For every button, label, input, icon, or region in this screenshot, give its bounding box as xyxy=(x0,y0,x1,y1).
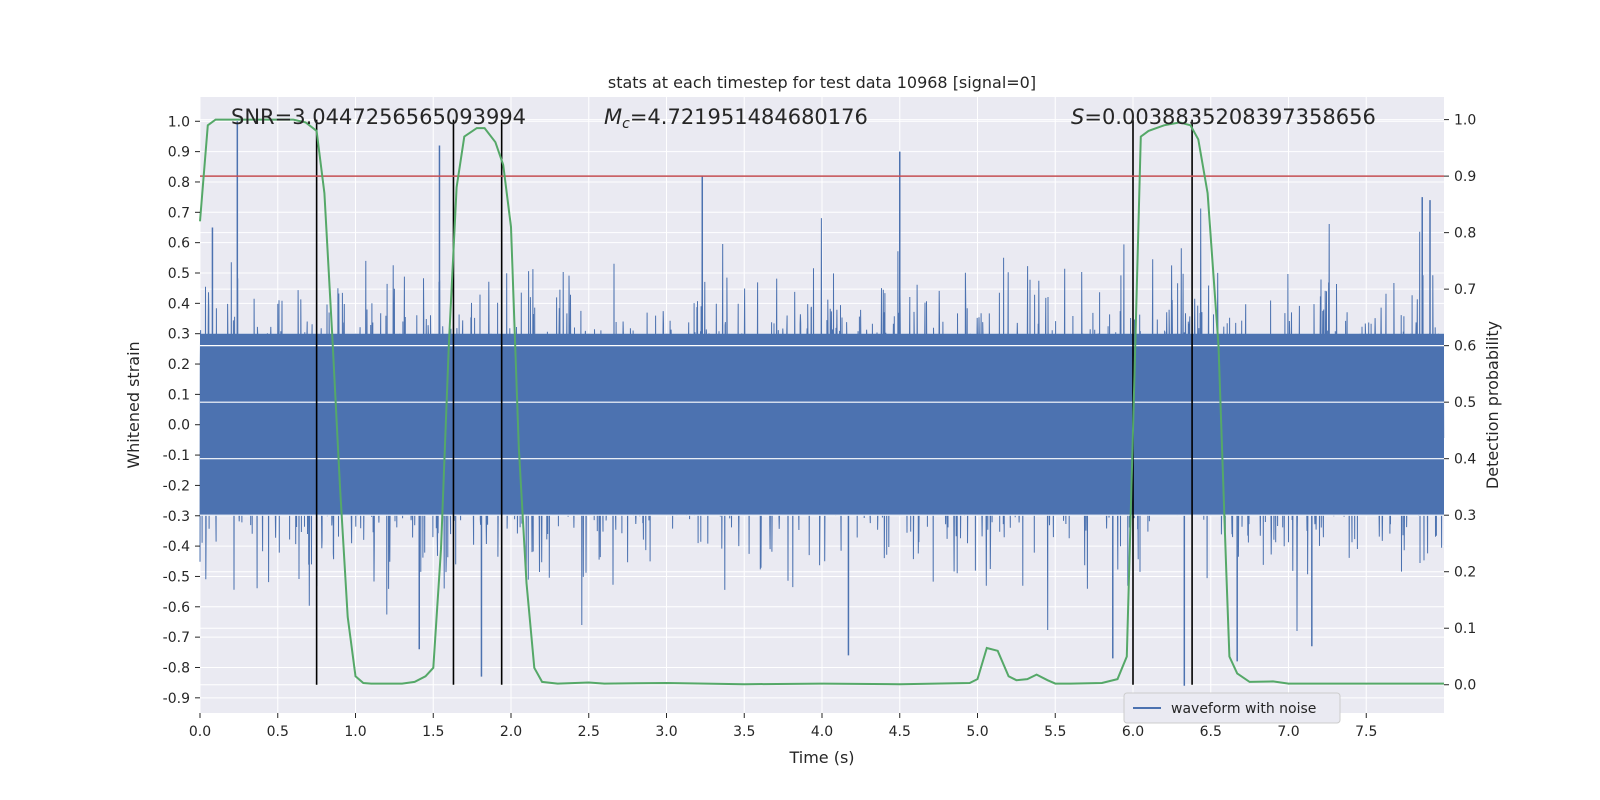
chirp-mass-symbol: M xyxy=(604,105,622,129)
x-tick-label-8: 4.0 xyxy=(811,724,833,740)
x-tick-label-10: 5.0 xyxy=(966,724,988,740)
y-right-tick-label-6: 0.4 xyxy=(1454,452,1476,468)
x-tick-label-14: 7.0 xyxy=(1277,724,1299,740)
chirp-mass-subscript: c xyxy=(622,116,630,132)
legend: waveform with noise xyxy=(1123,692,1341,724)
x-axis-label: Time (s) xyxy=(788,748,854,767)
y-left-tick-label-12: -0.2 xyxy=(163,478,190,494)
y-left-tick-label-14: -0.4 xyxy=(163,539,190,555)
y-left-tick-label-11: -0.1 xyxy=(163,448,190,464)
legend-box xyxy=(1123,692,1341,724)
x-tick-label-6: 3.0 xyxy=(655,724,677,740)
x-tick-label-11: 5.5 xyxy=(1044,724,1066,740)
y-right-tick-label-2: 0.8 xyxy=(1454,226,1476,242)
chart-title: stats at each timestep for test data 109… xyxy=(608,73,1036,92)
y-left-ticks: 1.0 0.9 0.8 0.7 0.6 0.5 0.4 0.3 0.2 0.1 0.0 -0.1 -0.… xyxy=(163,114,200,707)
x-tick-label-1: 0.5 xyxy=(267,724,289,740)
detection-probability-group xyxy=(199,118,1444,686)
y-right-ticks: 1.0 0.9 0.8 0.7 0.6 0.5 0.4 0.3 0.2 0.1 0.0 xyxy=(1444,113,1476,694)
x-tick-label-13: 6.5 xyxy=(1200,724,1222,740)
y-left-tick-label-18: -0.8 xyxy=(163,660,190,676)
x-tick-label-7: 3.5 xyxy=(733,724,755,740)
y-right-tick-label-3: 0.7 xyxy=(1454,282,1476,298)
y-left-tick-label-13: -0.3 xyxy=(163,509,190,525)
waveform-noise xyxy=(199,121,1445,686)
x-tick-label-5: 2.5 xyxy=(578,724,600,740)
y-left-tick-label-0: 1.0 xyxy=(168,114,190,130)
y-left-tick-label-6: 0.4 xyxy=(168,296,190,312)
chirp-mass-annotation: Mc=4.721951484680176 xyxy=(604,105,868,132)
waveform-core-band xyxy=(200,333,1444,516)
y-left-tick-label-9: 0.1 xyxy=(168,387,190,403)
y-right-tick-label-9: 0.1 xyxy=(1454,621,1476,637)
x-ticks: 0.0 0.5 1.0 1.5 2.0 2.5 3.0 3.5 4.0 4.5 5.0 5.5 6.0 6… xyxy=(189,713,1377,740)
y-left-tick-label-19: -0.9 xyxy=(163,691,190,707)
x-tick-label-0: 0.0 xyxy=(189,724,211,740)
y-right-axis-label: Detection probability xyxy=(1483,321,1502,489)
chirp-mass-value: =4.721951484680176 xyxy=(630,105,868,129)
y-left-tick-label-7: 0.3 xyxy=(168,327,190,343)
y-left-tick-label-16: -0.6 xyxy=(163,600,190,616)
x-tick-label-4: 2.0 xyxy=(500,724,522,740)
y-left-tick-label-15: -0.5 xyxy=(163,569,190,585)
x-tick-label-15: 7.5 xyxy=(1355,724,1377,740)
y-right-tick-label-4: 0.6 xyxy=(1454,339,1476,355)
x-tick-label-2: 1.0 xyxy=(344,724,366,740)
y-left-tick-label-2: 0.8 xyxy=(168,175,190,191)
y-left-tick-label-10: 0.0 xyxy=(168,418,190,434)
y-left-axis-label: Whitened strain xyxy=(124,341,143,468)
y-left-tick-label-17: -0.7 xyxy=(163,630,190,646)
s-value: =0.0038835208397358656 xyxy=(1084,105,1376,129)
y-left-tick-label-5: 0.5 xyxy=(168,266,190,282)
s-symbol: S xyxy=(1071,105,1084,129)
y-right-tick-label-0: 1.0 xyxy=(1454,113,1476,129)
s-annotation: S=0.0038835208397358656 xyxy=(1071,105,1376,129)
marker-lines xyxy=(315,119,1193,685)
snr-annotation: SNR=3.0447256565093994 xyxy=(231,105,526,129)
y-right-tick-label-10: 0.0 xyxy=(1454,678,1476,694)
y-right-tick-label-5: 0.5 xyxy=(1454,395,1476,411)
x-tick-label-3: 1.5 xyxy=(422,724,444,740)
detection-probability-line xyxy=(199,118,1444,686)
legend-label-waveform: waveform with noise xyxy=(1171,701,1316,717)
y-left-tick-label-3: 0.7 xyxy=(168,205,190,221)
y-right-tick-label-1: 0.9 xyxy=(1454,169,1476,185)
x-tick-label-12: 6.0 xyxy=(1122,724,1144,740)
y-left-tick-label-8: 0.2 xyxy=(168,357,190,373)
y-right-tick-label-7: 0.3 xyxy=(1454,508,1476,524)
x-tick-label-9: 4.5 xyxy=(889,724,911,740)
y-left-tick-label-1: 0.9 xyxy=(168,145,190,161)
y-left-tick-label-4: 0.6 xyxy=(168,236,190,252)
y-right-tick-label-8: 0.2 xyxy=(1454,565,1476,581)
